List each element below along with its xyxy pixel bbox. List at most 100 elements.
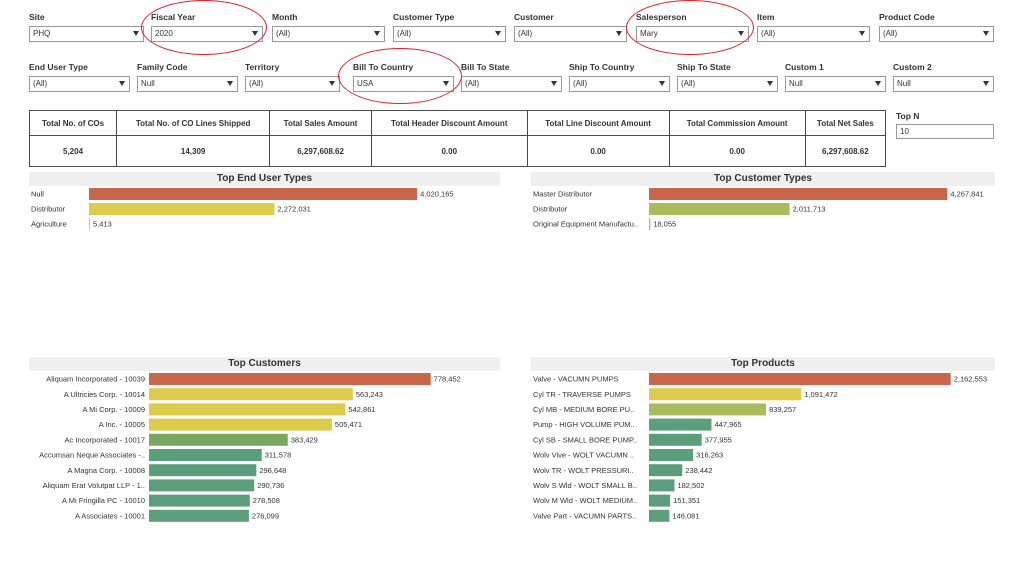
caret-down-icon <box>616 31 622 36</box>
bar[interactable] <box>649 449 694 461</box>
item-dropdown[interactable]: (All) <box>757 26 870 42</box>
bar[interactable] <box>149 479 255 492</box>
data-label: 278,508 <box>253 496 280 505</box>
filter-family-code: Family Code Null <box>137 62 238 92</box>
ship-to-state-dropdown[interactable]: (All) <box>677 76 778 92</box>
bar[interactable] <box>89 218 90 230</box>
kpi-header-row: Total No. of COs Total No. of CO Lines S… <box>28 110 887 136</box>
category-label: A Associates - 10001 <box>75 511 145 520</box>
filter-label: Territory <box>245 62 280 72</box>
filter-label: Bill To State <box>461 62 510 72</box>
bar[interactable] <box>649 418 712 431</box>
bar[interactable] <box>649 494 671 507</box>
kpi-header: Total Header Discount Amount <box>370 110 528 136</box>
custom-2-dropdown[interactable]: Null <box>893 76 994 92</box>
filter-label: End User Type <box>29 62 88 72</box>
bar[interactable] <box>149 494 250 507</box>
bar[interactable] <box>89 203 275 215</box>
category-label: Master Distributor <box>533 190 593 199</box>
data-label: 2,272,031 <box>277 205 310 214</box>
filter-ship-to-country: Ship To Country (All) <box>569 62 670 92</box>
site-dropdown[interactable]: PHQ <box>29 26 144 42</box>
bar[interactable] <box>149 403 346 416</box>
top-n-input[interactable]: 10 <box>896 124 994 139</box>
filter-label: Ship To Country <box>569 62 635 72</box>
filter-item: Item (All) <box>757 12 870 42</box>
filter-label: Customer Type <box>393 12 455 22</box>
data-label: 2,162,553 <box>954 375 987 384</box>
data-label: 146,081 <box>672 511 699 520</box>
filter-label: Family Code <box>137 62 188 72</box>
caret-down-icon <box>133 31 139 36</box>
caret-down-icon <box>983 31 989 36</box>
filter-ship-to-state: Ship To State (All) <box>677 62 778 92</box>
category-label: Wolv S Wld - WOLT SMALL B.. <box>533 481 637 490</box>
customer-dropdown[interactable]: (All) <box>514 26 627 42</box>
territory-dropdown[interactable]: (All) <box>245 76 340 92</box>
category-label: A Inc. - 10005 <box>99 420 145 429</box>
data-label: 290,736 <box>257 481 284 490</box>
bar[interactable] <box>149 418 332 431</box>
bar[interactable] <box>89 188 418 200</box>
bar[interactable] <box>649 218 651 230</box>
data-label: 563,243 <box>356 390 383 399</box>
category-label: Distributor <box>31 205 66 214</box>
filter-label: Month <box>272 12 298 22</box>
filter-customer: Customer (All) <box>514 12 627 42</box>
category-label: Agriculture <box>31 220 67 229</box>
filter-customer-type: Customer Type (All) <box>393 12 506 42</box>
chart-top-end-user-types: Null 4,020,165 Distributor 2,272,031 Agricul… <box>31 188 454 230</box>
bar[interactable] <box>149 373 431 385</box>
kpi-value: 0.00 <box>526 135 670 167</box>
bar[interactable] <box>649 373 951 385</box>
highlight-circle-salesperson <box>626 0 754 55</box>
customer-type-dropdown[interactable]: (All) <box>393 26 506 42</box>
bill-to-state-dropdown[interactable]: (All) <box>461 76 562 92</box>
ship-to-country-dropdown[interactable]: (All) <box>569 76 670 92</box>
bar[interactable] <box>649 479 675 492</box>
caret-down-icon <box>767 81 773 86</box>
dropdown-value: Null <box>897 79 911 88</box>
kpi-value-row: 5,204 14,309 6,297,608.62 0.00 0.00 0.00… <box>28 135 887 167</box>
bar[interactable] <box>649 203 790 215</box>
chart-title: Top Products <box>531 357 995 371</box>
filter-territory: Territory (All) <box>245 62 340 92</box>
filter-product-code: Product Code (All) <box>879 12 994 42</box>
bar[interactable] <box>649 509 670 522</box>
bar[interactable] <box>649 464 683 477</box>
family-code-dropdown[interactable]: Null <box>137 76 238 92</box>
product-code-dropdown[interactable]: (All) <box>879 26 994 42</box>
top-n-label: Top N <box>896 111 920 121</box>
dropdown-value: (All) <box>518 29 533 38</box>
filter-label: Custom 1 <box>785 62 824 72</box>
kpi-table: Total No. of COs Total No. of CO Lines S… <box>28 110 887 167</box>
bar[interactable] <box>149 388 353 401</box>
bar[interactable] <box>649 388 802 401</box>
chart-top-products: Valve - VACUMN PUMPS 2,162,553 Cyl TR - TR… <box>533 373 987 522</box>
caret-down-icon <box>374 31 380 36</box>
month-dropdown[interactable]: (All) <box>272 26 385 42</box>
data-label: 778,452 <box>434 375 461 384</box>
bar[interactable] <box>149 509 249 522</box>
kpi-header: Total Commission Amount <box>668 110 806 136</box>
chart-top-customers: Aliquam Incorporated - 10039 778,452 A Ult… <box>39 373 461 522</box>
custom-1-dropdown[interactable]: Null <box>785 76 886 92</box>
caret-down-icon <box>859 31 865 36</box>
bar[interactable] <box>149 433 288 446</box>
bar[interactable] <box>149 464 257 477</box>
end-user-type-dropdown[interactable]: (All) <box>29 76 130 92</box>
highlight-circle-fiscal-year <box>141 0 267 55</box>
bar[interactable] <box>649 433 702 446</box>
bar[interactable] <box>149 449 262 461</box>
filter-label: Product Code <box>879 12 935 22</box>
category-label: Valve Part - VACUMN PARTS.. <box>533 511 636 520</box>
category-label: Cyl SB - SMALL BORE PUMP.. <box>533 435 637 444</box>
category-label: Ac Incorporated - 10017 <box>65 435 145 444</box>
panel-top-customers: Top Customers Aliquam Incorporated - 100… <box>29 357 500 525</box>
filter-bill-to-state: Bill To State (All) <box>461 62 562 92</box>
highlight-circle-bill-to-country <box>338 48 462 104</box>
bar[interactable] <box>649 403 767 416</box>
category-label: A Mi Corp. - 10009 <box>82 405 145 414</box>
bar[interactable] <box>649 188 948 200</box>
data-label: 182,502 <box>677 481 704 490</box>
